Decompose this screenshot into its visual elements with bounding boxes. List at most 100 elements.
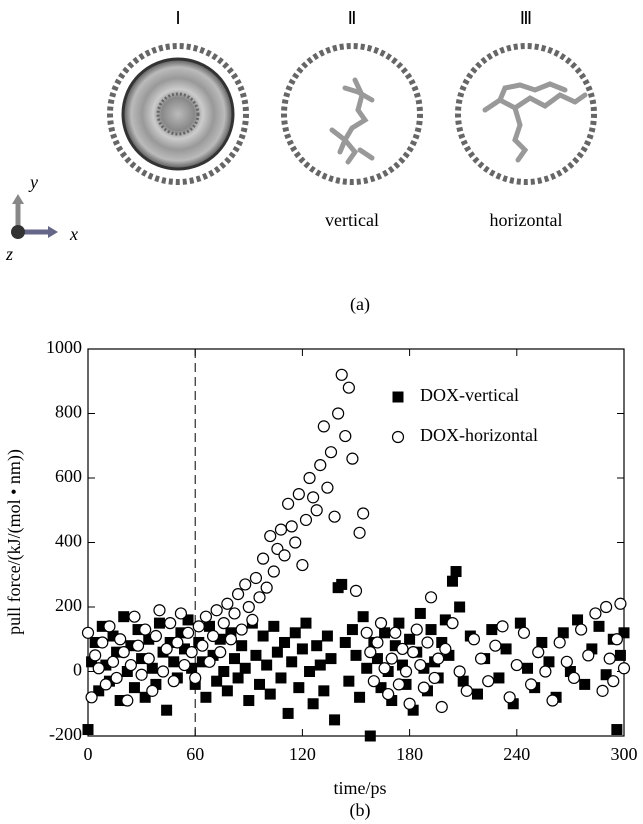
point	[292, 488, 305, 501]
plot-frame	[87, 348, 625, 737]
point	[121, 666, 133, 677]
point	[336, 578, 348, 590]
point	[164, 617, 177, 630]
point	[467, 633, 481, 646]
point	[264, 529, 277, 543]
nanotube-disk	[121, 57, 235, 171]
label-i: Ⅰ	[175, 8, 180, 28]
point	[296, 558, 309, 572]
point	[593, 620, 605, 632]
point	[371, 653, 383, 665]
point	[132, 624, 144, 636]
point	[335, 368, 348, 381]
legend-label: DOX-horizontal	[420, 425, 538, 445]
point	[267, 565, 280, 578]
point	[382, 687, 395, 701]
point	[100, 659, 112, 671]
point	[307, 491, 320, 504]
legend-marker	[391, 430, 405, 444]
point	[517, 626, 531, 639]
point	[510, 658, 523, 672]
y-tick-label: 200	[55, 595, 82, 615]
point	[493, 672, 505, 684]
point	[110, 671, 123, 685]
point	[182, 614, 194, 626]
point	[389, 640, 401, 652]
point	[543, 656, 555, 668]
x-tick-label: 120	[289, 744, 316, 764]
point	[160, 642, 173, 656]
point	[228, 607, 241, 620]
point	[482, 675, 495, 688]
x-axis-label: time/ps	[334, 778, 387, 798]
y-tick-label: 0	[73, 660, 82, 680]
point	[611, 724, 623, 736]
point	[400, 678, 412, 690]
point	[217, 617, 230, 630]
point	[111, 646, 123, 658]
point	[471, 688, 483, 700]
x-tick-label: 180	[396, 744, 423, 764]
point	[600, 669, 612, 681]
point	[243, 695, 255, 707]
point	[432, 652, 445, 665]
point	[424, 591, 438, 604]
point	[93, 685, 105, 697]
point	[346, 452, 359, 465]
point	[364, 730, 376, 742]
point	[106, 655, 120, 668]
point	[342, 381, 355, 394]
point	[314, 659, 326, 671]
x-tick-label: 240	[503, 744, 530, 764]
point	[364, 646, 377, 659]
point	[486, 624, 498, 636]
point	[242, 600, 255, 614]
point	[403, 697, 416, 710]
point	[92, 662, 105, 675]
point	[575, 623, 588, 636]
point	[232, 672, 244, 684]
y-axis-label: pull force/(kJ/(mol • nm))	[4, 449, 25, 635]
point	[128, 610, 141, 623]
point	[231, 587, 245, 601]
point	[586, 643, 598, 655]
point	[117, 646, 130, 659]
point	[399, 665, 413, 678]
point	[293, 682, 305, 694]
point	[146, 662, 158, 674]
point	[343, 675, 355, 687]
point	[396, 642, 409, 656]
point	[254, 678, 266, 690]
point	[178, 658, 191, 672]
point	[203, 620, 215, 632]
point	[186, 662, 198, 674]
point	[546, 694, 559, 707]
point	[600, 600, 613, 614]
caption-vertical: vertical	[325, 210, 379, 230]
point	[536, 636, 548, 648]
point	[617, 662, 631, 675]
point	[178, 643, 190, 655]
point	[357, 611, 369, 623]
point	[175, 627, 187, 639]
point	[496, 620, 509, 633]
point	[454, 601, 466, 613]
point	[196, 656, 208, 668]
point	[96, 620, 108, 632]
point	[156, 665, 170, 678]
point	[236, 640, 248, 652]
point	[261, 659, 273, 671]
molecule-horizontal	[482, 81, 588, 163]
point	[522, 662, 534, 674]
point	[221, 685, 233, 697]
point	[271, 646, 283, 658]
point	[579, 678, 591, 690]
icon-x-head	[48, 226, 58, 238]
x-tick-label: 300	[611, 744, 638, 764]
point	[299, 513, 313, 527]
point	[185, 646, 198, 659]
point	[453, 665, 466, 678]
point	[146, 684, 159, 697]
point	[206, 629, 220, 643]
